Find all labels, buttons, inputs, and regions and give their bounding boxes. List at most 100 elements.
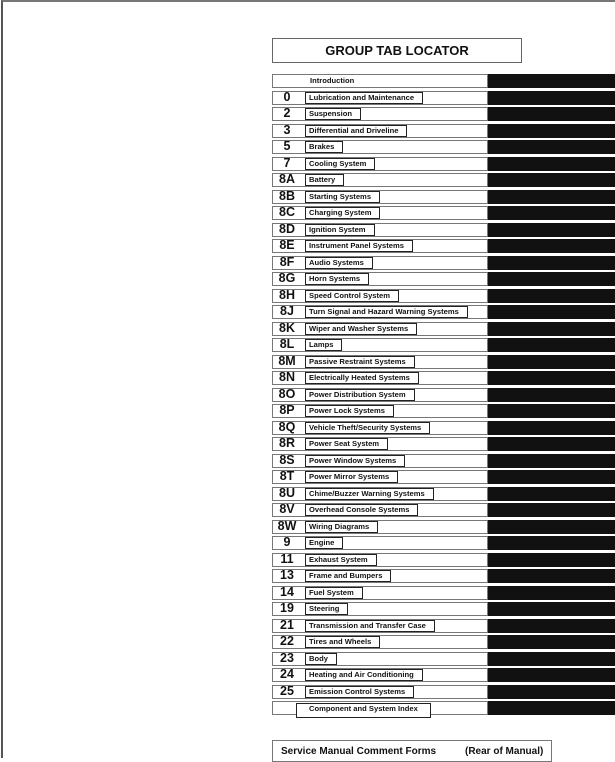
group-tab-row[interactable]: 8S Power Window Systems bbox=[272, 453, 615, 468]
group-tab-row[interactable]: 5 Brakes bbox=[272, 139, 615, 154]
group-number: 8K bbox=[279, 320, 295, 335]
group-tab-row[interactable]: 8H Speed Control System bbox=[272, 287, 615, 303]
group-tab-row[interactable]: 8T Power Mirror Systems bbox=[272, 469, 615, 484]
group-tab-row[interactable]: 8C Charging System bbox=[272, 205, 615, 220]
group-tab-row[interactable]: 8F Audio Systems bbox=[272, 255, 615, 270]
black-tab-bar bbox=[488, 437, 615, 451]
group-label[interactable]: Wiring Diagrams bbox=[305, 520, 379, 533]
group-label[interactable]: Heating and Air Conditioning bbox=[305, 669, 423, 681]
group-label[interactable]: Cooling System bbox=[305, 157, 376, 170]
group-tab-row[interactable]: 8Q Vehicle Theft/Security Systems bbox=[272, 420, 615, 435]
group-number: 25 bbox=[280, 683, 294, 698]
group-label[interactable]: Fuel System bbox=[305, 586, 363, 599]
group-number: 8L bbox=[279, 337, 295, 351]
group-tab-row[interactable]: Component and System Index bbox=[272, 701, 615, 718]
group-tab-row[interactable]: 13 Frame and Bumpers bbox=[272, 568, 615, 583]
group-tab-row[interactable]: 8A Battery bbox=[272, 172, 615, 187]
black-tab-bar bbox=[488, 585, 615, 600]
group-label[interactable]: Component and System Index bbox=[296, 703, 431, 718]
group-tab-row[interactable]: 14 Fuel System bbox=[272, 585, 615, 600]
group-number: 8R bbox=[279, 436, 295, 450]
group-tab-row[interactable]: 8D Ignition System bbox=[272, 222, 615, 237]
group-label[interactable]: Differential and Driveline bbox=[305, 124, 408, 137]
group-tab-row[interactable]: 8U Chime/Buzzer Warning Systems bbox=[272, 485, 615, 501]
group-label[interactable]: Steering bbox=[305, 603, 349, 615]
group-label[interactable]: Overhead Console Systems bbox=[305, 504, 419, 516]
group-label[interactable]: Lamps bbox=[305, 339, 343, 351]
group-number: 8H bbox=[279, 287, 295, 302]
black-tab-bar bbox=[488, 684, 615, 699]
group-tab-row[interactable]: 8B Starting Systems bbox=[272, 188, 615, 204]
group-tab-row[interactable]: 8W Wiring Diagrams bbox=[272, 519, 615, 534]
group-label[interactable]: Body bbox=[305, 652, 337, 665]
group-tab-row[interactable]: 8G Horn Systems bbox=[272, 271, 615, 286]
black-tab-bar bbox=[488, 156, 615, 171]
group-number: 8G bbox=[278, 271, 296, 285]
group-label[interactable]: Speed Control System bbox=[305, 289, 400, 302]
group-label[interactable]: Emission Control Systems bbox=[305, 685, 415, 698]
group-number: 8U bbox=[279, 485, 295, 500]
group-label[interactable]: Exhaust System bbox=[305, 553, 377, 566]
group-label[interactable]: Lubrication and Maintenance bbox=[305, 91, 424, 104]
group-tab-row[interactable]: 3 Differential and Driveline bbox=[272, 123, 615, 138]
black-tab-bar bbox=[488, 453, 615, 468]
group-tab-row[interactable]: 19 Steering bbox=[272, 601, 615, 616]
black-tab-bar bbox=[488, 470, 615, 484]
group-label[interactable]: Power Seat System bbox=[305, 438, 389, 450]
group-tab-row[interactable]: 2 Suspension bbox=[272, 106, 615, 121]
black-tab-bar bbox=[488, 239, 615, 253]
group-tab-row[interactable]: 22 Tires and Wheels bbox=[272, 634, 615, 649]
group-label[interactable]: Power Mirror Systems bbox=[305, 471, 399, 483]
group-label[interactable]: Battery bbox=[305, 174, 345, 186]
group-tab-row[interactable]: 8E Instrument Panel Systems bbox=[272, 238, 615, 253]
group-tab-row[interactable]: 24 Heating and Air Conditioning bbox=[272, 667, 615, 682]
group-label[interactable]: Audio Systems bbox=[305, 256, 373, 269]
group-tab-row[interactable]: Introduction bbox=[272, 74, 615, 88]
group-label[interactable]: Turn Signal and Hazard Warning Systems bbox=[305, 306, 468, 318]
group-tab-row[interactable]: 8K Wiper and Washer Systems bbox=[272, 320, 615, 336]
group-label[interactable]: Power Distribution System bbox=[305, 388, 415, 401]
group-tab-row[interactable]: 8M Passive Restraint Systems bbox=[272, 354, 615, 369]
group-label[interactable]: Power Lock Systems bbox=[305, 405, 394, 417]
group-tab-row[interactable]: 8R Power Seat System bbox=[272, 436, 615, 451]
black-tab-bar bbox=[488, 552, 615, 567]
group-label[interactable]: Transmission and Transfer Case bbox=[305, 619, 435, 632]
group-label[interactable]: Charging System bbox=[305, 207, 381, 219]
group-tab-row[interactable]: 8V Overhead Console Systems bbox=[272, 502, 615, 517]
group-tab-row[interactable]: 8O Power Distribution System bbox=[272, 387, 615, 402]
group-label[interactable]: Starting Systems bbox=[305, 190, 381, 203]
group-tab-row[interactable]: 21 Transmission and Transfer Case bbox=[272, 618, 615, 633]
group-label[interactable]: Engine bbox=[305, 537, 344, 549]
group-label[interactable]: Instrument Panel Systems bbox=[305, 240, 413, 252]
group-label[interactable]: Power Window Systems bbox=[305, 454, 406, 467]
group-label[interactable]: Frame and Bumpers bbox=[305, 570, 392, 582]
group-tab-row[interactable]: 23 Body bbox=[272, 651, 615, 666]
group-number: 8P bbox=[279, 403, 295, 417]
group-label[interactable]: Electrically Heated Systems bbox=[305, 372, 419, 384]
group-number: 13 bbox=[280, 568, 294, 582]
black-tab-bar bbox=[488, 503, 615, 517]
group-label[interactable]: Suspension bbox=[305, 108, 362, 120]
group-tab-row[interactable]: 11 Exhaust System bbox=[272, 552, 615, 567]
group-tab-row[interactable]: 7 Cooling System bbox=[272, 156, 615, 171]
black-tab-bar bbox=[488, 569, 615, 583]
group-tab-row[interactable]: 8P Power Lock Systems bbox=[272, 403, 615, 418]
group-tab-row[interactable]: 9 Engine bbox=[272, 535, 615, 550]
group-label[interactable]: Passive Restraint Systems bbox=[305, 355, 415, 368]
group-tab-row[interactable]: 8N Electrically Heated Systems bbox=[272, 370, 615, 385]
group-tab-row[interactable]: 8L Lamps bbox=[272, 337, 615, 352]
group-label[interactable]: Tires and Wheels bbox=[305, 636, 381, 648]
group-number: 8B bbox=[279, 188, 295, 203]
group-label[interactable]: Vehicle Theft/Security Systems bbox=[305, 421, 431, 434]
group-label[interactable]: Chime/Buzzer Warning Systems bbox=[305, 487, 434, 500]
black-tab-bar bbox=[488, 321, 615, 336]
group-number: 8N bbox=[279, 370, 295, 384]
group-label[interactable]: Brakes bbox=[305, 141, 344, 153]
group-tab-row[interactable]: 8J Turn Signal and Hazard Warning Systems bbox=[272, 304, 615, 319]
group-label[interactable]: Ignition System bbox=[305, 223, 375, 236]
group-tab-row[interactable]: 25 Emission Control Systems bbox=[272, 683, 615, 699]
group-label[interactable]: Horn Systems bbox=[305, 273, 370, 285]
group-label[interactable]: Introduction bbox=[306, 75, 364, 87]
group-label[interactable]: Wiper and Washer Systems bbox=[305, 322, 418, 335]
group-tab-row[interactable]: 0 Lubrication and Maintenance bbox=[272, 90, 615, 105]
